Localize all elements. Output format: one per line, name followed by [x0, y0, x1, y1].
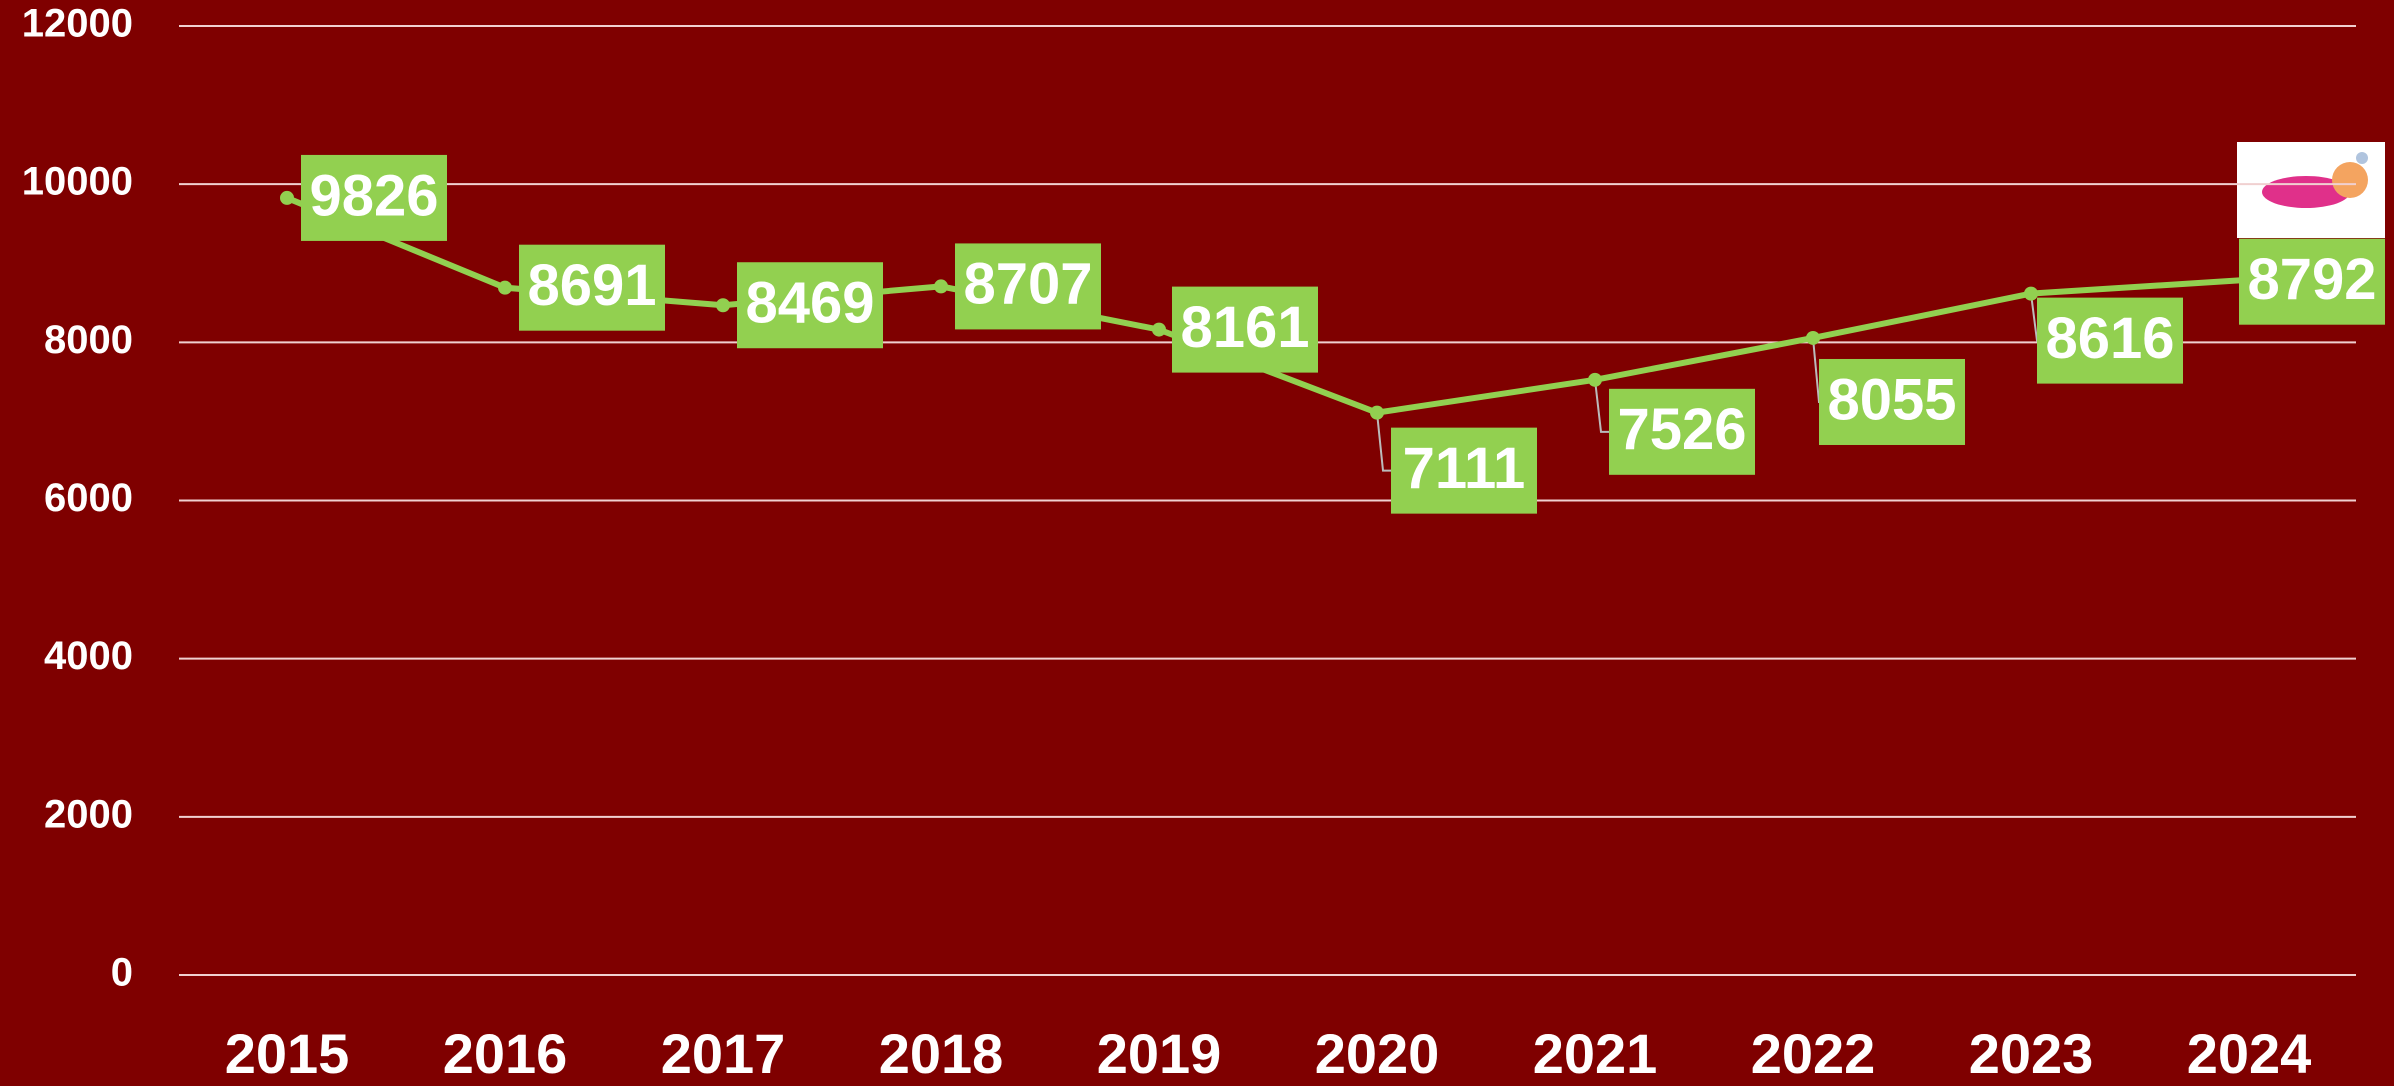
x-tick-label: 2023	[1969, 1022, 2094, 1085]
x-tick-label: 2017	[661, 1022, 786, 1085]
x-tick-label: 2015	[225, 1022, 350, 1085]
point	[1806, 331, 1820, 345]
chart: 0 2000 4000 6000 8000 10000 12000 2015 2016 2017 2…	[0, 0, 2394, 1086]
value-label: 8792	[2247, 247, 2376, 312]
point	[1152, 323, 1166, 337]
value-label: 8691	[527, 253, 656, 318]
point	[498, 281, 512, 295]
point	[934, 279, 948, 293]
y-tick-label: 0	[111, 951, 133, 995]
value-label: 8616	[2045, 306, 2174, 371]
value-label: 9826	[309, 163, 438, 228]
y-tick-label: 6000	[44, 476, 133, 520]
x-tick-label: 2022	[1751, 1022, 1876, 1085]
y-tick-label: 12000	[22, 2, 133, 46]
point	[1588, 373, 1602, 387]
value-label: 8055	[1827, 367, 1956, 432]
value-label: 8469	[745, 271, 874, 336]
y-tick-label: 4000	[44, 634, 133, 678]
x-tick-label: 2019	[1097, 1022, 1222, 1085]
y-tick-label: 10000	[22, 160, 133, 204]
value-label: 8161	[1180, 295, 1309, 360]
point	[716, 298, 730, 312]
point	[2024, 287, 2038, 301]
point	[280, 191, 294, 205]
value-label: 8707	[963, 252, 1092, 317]
x-tick-label: 2024	[2187, 1022, 2312, 1085]
point	[1370, 406, 1384, 420]
y-tick-label: 8000	[44, 318, 133, 362]
x-tick-label: 2020	[1315, 1022, 1440, 1085]
value-label: 7111	[1403, 436, 1526, 501]
x-tick-label: 2016	[443, 1022, 568, 1085]
decoration-picture	[2237, 142, 2385, 238]
x-tick-label: 2018	[879, 1022, 1004, 1085]
y-tick-label: 2000	[44, 792, 133, 836]
value-label: 7526	[1617, 397, 1746, 462]
x-tick-label: 2021	[1533, 1022, 1658, 1085]
